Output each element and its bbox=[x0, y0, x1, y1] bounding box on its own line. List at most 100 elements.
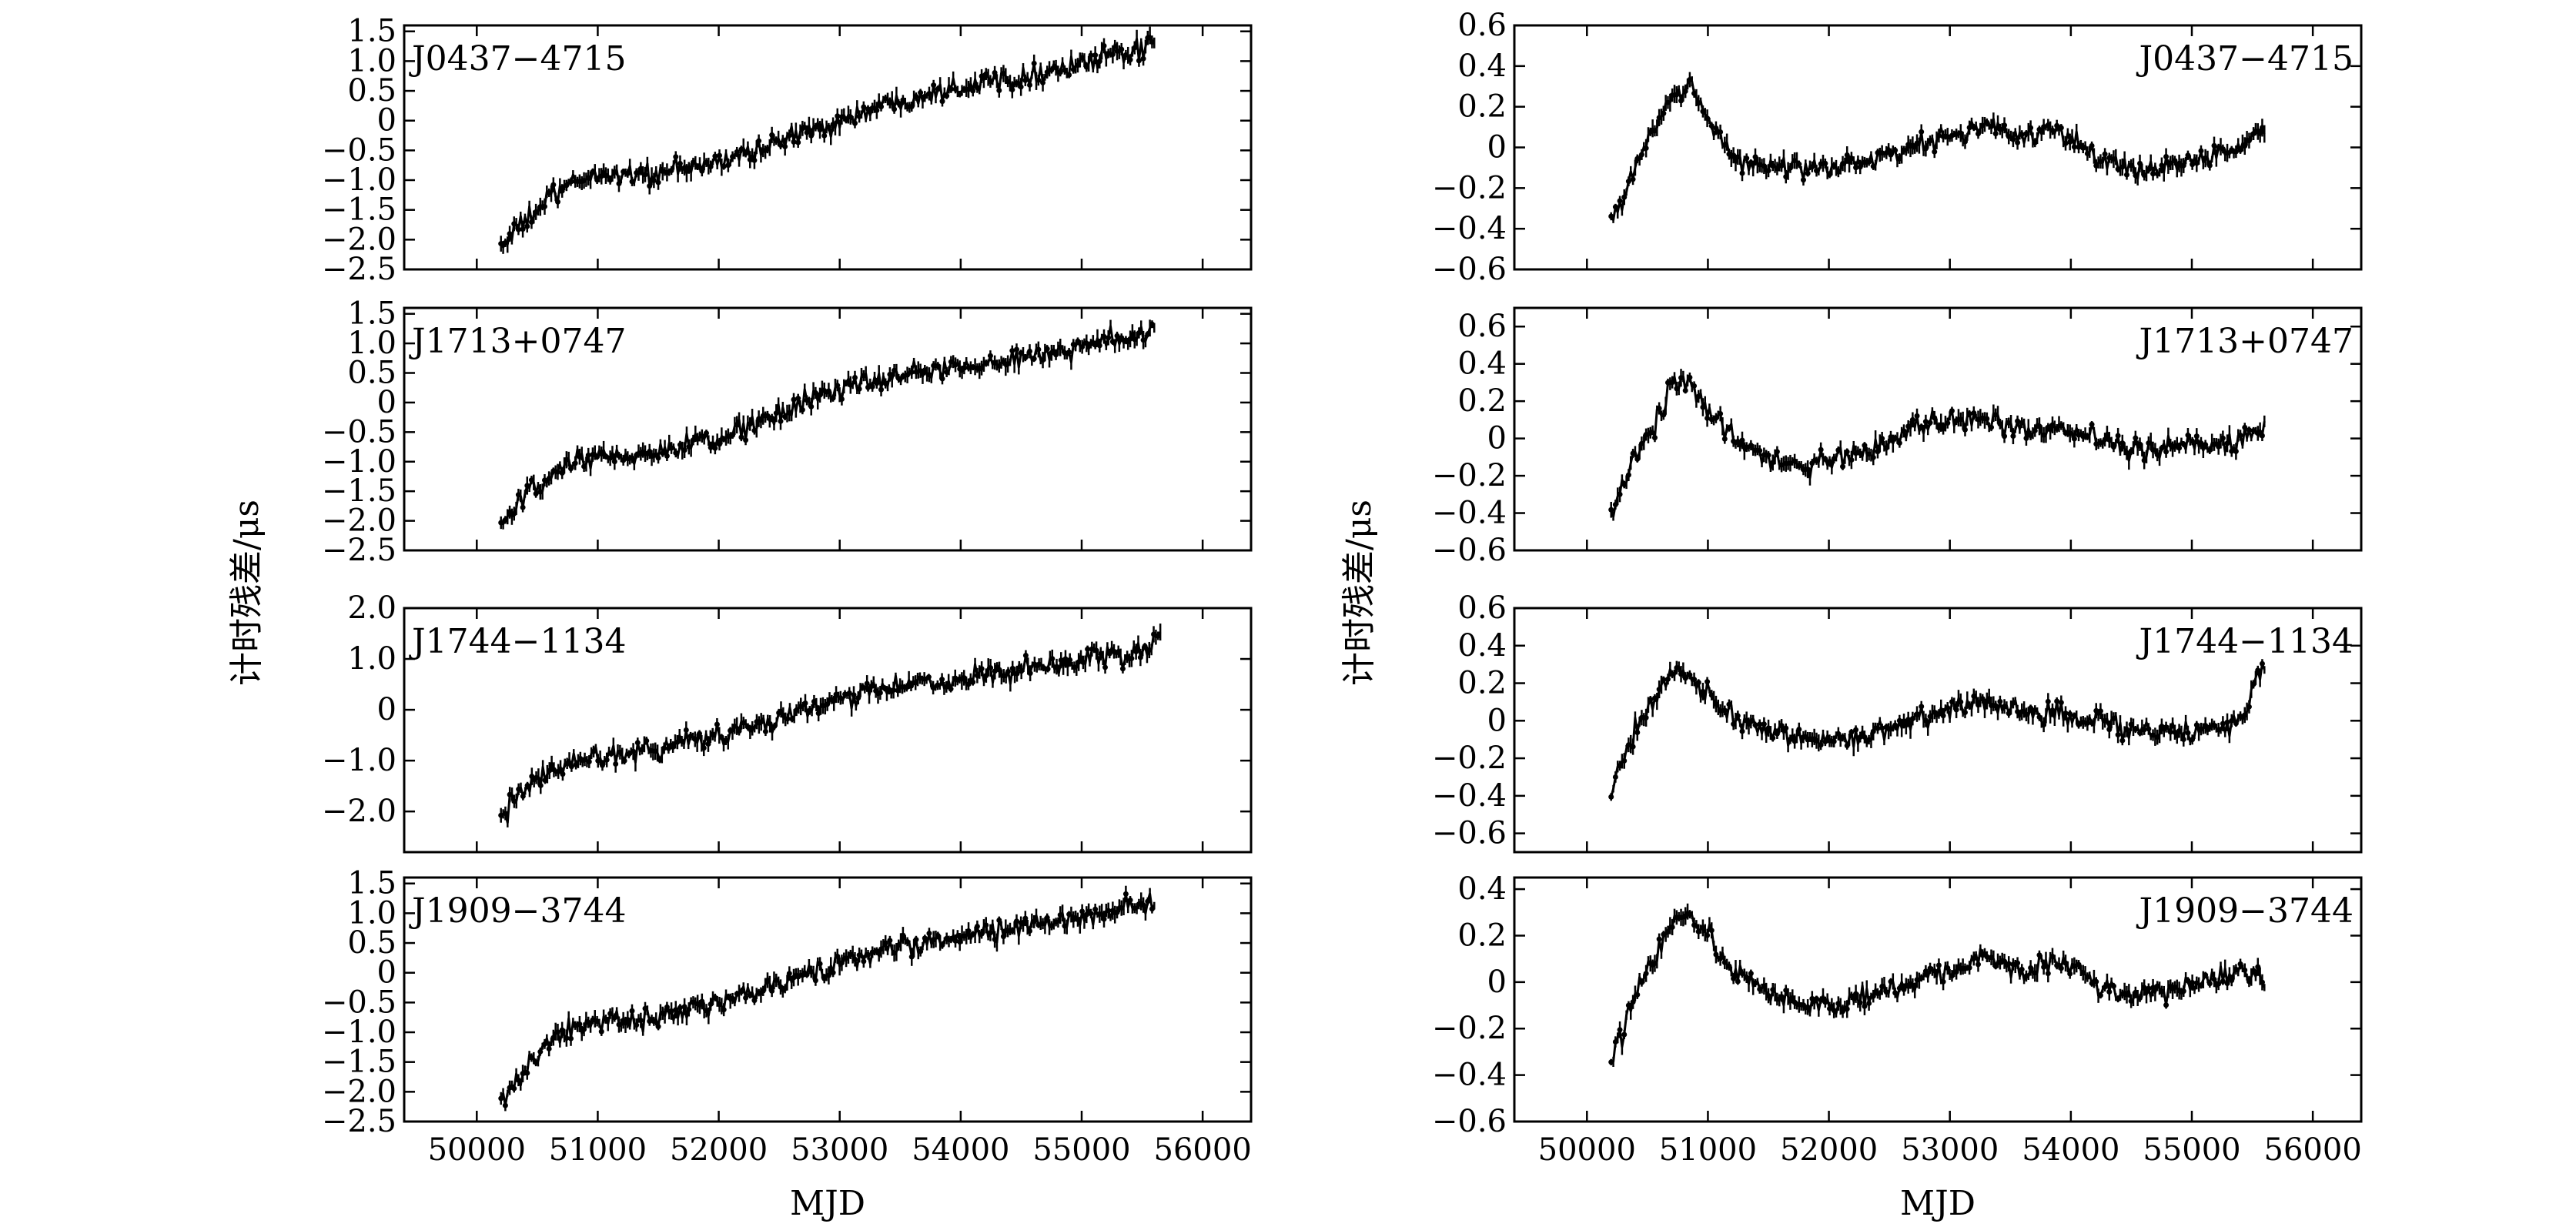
data-point bbox=[2123, 172, 2129, 178]
data-point bbox=[1919, 704, 1925, 710]
data-point bbox=[644, 737, 650, 744]
data-point bbox=[970, 679, 976, 685]
data-point bbox=[2224, 980, 2230, 986]
data-point bbox=[795, 396, 801, 402]
data-point bbox=[2058, 125, 2064, 131]
data-point bbox=[507, 231, 513, 237]
data-point bbox=[1096, 343, 1102, 349]
data-point bbox=[1682, 387, 1688, 393]
data-point bbox=[939, 99, 945, 105]
x-tick-label: 52000 bbox=[670, 1132, 768, 1168]
x-tick-label: 54000 bbox=[2022, 1132, 2119, 1168]
data-point bbox=[555, 199, 561, 205]
data-point bbox=[1892, 147, 1899, 153]
data-point bbox=[2259, 433, 2265, 439]
data-point bbox=[1975, 961, 1982, 968]
data-point bbox=[1040, 79, 1046, 85]
y-tick-label: −0.5 bbox=[322, 414, 396, 450]
data-point bbox=[1989, 424, 1995, 430]
y-tick-label: 1.0 bbox=[347, 43, 396, 79]
data-point bbox=[987, 930, 993, 936]
data-point bbox=[555, 1029, 561, 1035]
data-point bbox=[683, 727, 689, 733]
data-point bbox=[2045, 971, 2051, 977]
data-point bbox=[2006, 961, 2012, 967]
y-tick-label: 0 bbox=[377, 955, 396, 991]
data-point bbox=[825, 124, 831, 130]
data-point bbox=[874, 107, 880, 113]
data-point bbox=[2028, 125, 2034, 131]
x-tick-label: 52000 bbox=[1780, 1132, 1878, 1168]
data-point bbox=[979, 666, 985, 672]
data-point bbox=[2058, 700, 2064, 706]
data-point bbox=[1009, 348, 1015, 354]
data-point bbox=[974, 924, 980, 930]
data-point bbox=[802, 700, 808, 707]
data-point bbox=[992, 70, 998, 76]
data-point bbox=[1691, 383, 1698, 389]
data-point bbox=[1901, 428, 1907, 434]
data-point bbox=[1122, 891, 1129, 897]
y-tick-label: −1.0 bbox=[322, 162, 396, 198]
panel-right-1: 0.60.40.20−0.2−0.4−0.6 J1713+0747 bbox=[1432, 306, 2363, 568]
data-point bbox=[2206, 981, 2213, 987]
data-point bbox=[524, 1070, 530, 1076]
data-point bbox=[2180, 988, 2186, 995]
data-point bbox=[604, 757, 610, 763]
data-point bbox=[1744, 155, 1750, 162]
data-point bbox=[717, 152, 723, 159]
data-point bbox=[1853, 165, 1859, 171]
y-tick-label: −0.2 bbox=[1432, 741, 1507, 776]
data-point bbox=[681, 1004, 687, 1010]
data-point bbox=[2163, 1002, 2170, 1008]
y-tick-label: 1.5 bbox=[347, 866, 396, 901]
data-point bbox=[965, 681, 972, 687]
data-point bbox=[1088, 52, 1094, 59]
data-point bbox=[1656, 936, 1662, 942]
data-point bbox=[1031, 60, 1037, 66]
data-point bbox=[835, 383, 841, 389]
data-point bbox=[1909, 416, 1915, 423]
data-point bbox=[2255, 667, 2261, 674]
data-point bbox=[1092, 906, 1099, 912]
data-point bbox=[2010, 433, 2016, 440]
y-tick-label: 0 bbox=[1487, 421, 1507, 456]
data-point bbox=[1136, 58, 1142, 64]
data-point bbox=[2259, 979, 2265, 985]
data-point bbox=[2023, 435, 2029, 441]
x-tick-label: 53000 bbox=[791, 1132, 888, 1168]
data-point bbox=[2019, 966, 2025, 972]
data-point bbox=[1067, 657, 1073, 663]
data-point bbox=[1621, 1031, 1628, 1038]
data-point bbox=[1718, 129, 1724, 135]
data-point bbox=[560, 771, 566, 777]
y-tick-label: 0 bbox=[377, 692, 396, 727]
data-point bbox=[1945, 420, 1951, 426]
data-point bbox=[2102, 151, 2108, 157]
data-point bbox=[2010, 136, 2016, 142]
y-tick-label: −1.0 bbox=[322, 444, 396, 480]
data-point bbox=[2045, 698, 2051, 704]
x-tick-label: 54000 bbox=[912, 1132, 1009, 1168]
data-point bbox=[1045, 666, 1051, 672]
data-point bbox=[1844, 449, 1850, 455]
data-point bbox=[2115, 433, 2121, 439]
data-point bbox=[1721, 707, 1728, 714]
data-point bbox=[2190, 979, 2196, 985]
data-point bbox=[1796, 727, 1802, 733]
data-point bbox=[1822, 160, 1828, 166]
data-point bbox=[1674, 92, 1680, 98]
panel-right-3: 0.4 0.2 0 −0.2 −0.4 −0.6 50000 51000 52000 53000 5… bbox=[1432, 871, 2363, 1168]
data-point bbox=[1866, 159, 1872, 165]
data-point bbox=[846, 690, 852, 696]
data-point bbox=[1818, 446, 1824, 453]
data-point bbox=[861, 958, 867, 965]
data-point bbox=[1962, 426, 1968, 433]
data-point bbox=[1966, 411, 1972, 417]
panel-right-2: 0.60.40.20−0.2−0.4−0.6 J1744−1134 bbox=[1432, 590, 2363, 854]
data-point bbox=[769, 988, 775, 994]
y-tick-label: 0.4 bbox=[1457, 871, 1507, 907]
data-point bbox=[2259, 660, 2265, 667]
data-point bbox=[1049, 67, 1055, 73]
y-tick-label: 0.6 bbox=[1457, 8, 1507, 43]
